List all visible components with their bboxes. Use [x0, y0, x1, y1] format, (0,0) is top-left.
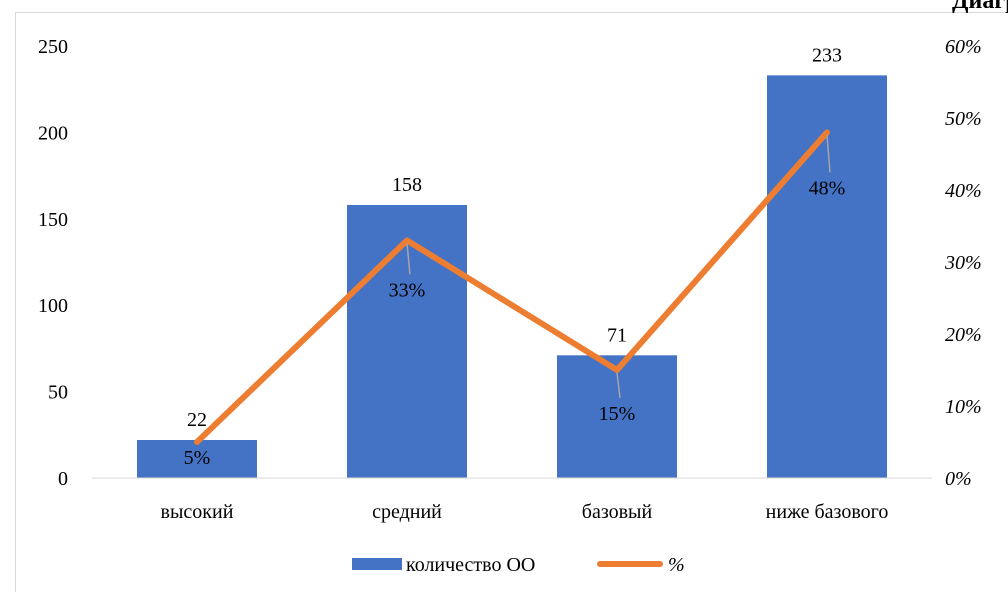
x-category-label-0: высокий	[161, 501, 234, 523]
x-category-label-3: ниже базового	[766, 501, 889, 523]
y-right-tick-0: 0%	[945, 468, 972, 490]
percent-label-1: 33%	[389, 279, 426, 301]
data-labels-group: 22 158 71 233 5% 33% 15% 48%	[184, 44, 846, 469]
y-left-tick-2: 100	[38, 295, 68, 317]
percent-label-3: 48%	[809, 177, 846, 199]
bar-value-label-2: 71	[607, 324, 627, 346]
leader-line-3	[826, 135, 831, 173]
y-left-tick-0: 0	[58, 468, 68, 490]
line-point-1	[405, 238, 409, 243]
y-left-tick-1: 50	[48, 382, 68, 404]
x-category-label-1: средний	[372, 501, 442, 523]
leader-lines-group	[406, 135, 831, 399]
y-left-tick-5: 250	[38, 36, 68, 58]
line-series-group	[194, 129, 830, 445]
y-right-tick-4: 40%	[945, 180, 982, 202]
chart-title: Диаграмма	[952, 0, 1008, 14]
percent-label-2: 15%	[599, 403, 636, 425]
x-category-label-2: базовый	[582, 501, 653, 523]
bar-value-label-3: 233	[812, 44, 842, 66]
y-right-tick-3: 30%	[944, 252, 982, 274]
y-right-tick-5: 50%	[945, 108, 982, 130]
line-point-3	[825, 130, 829, 135]
bar-0	[137, 439, 257, 478]
leader-line-1	[406, 243, 411, 275]
line-point-2	[615, 368, 619, 372]
y-right-tick-1: 10%	[945, 396, 982, 418]
y-left-tick-4: 200	[38, 122, 68, 144]
line-series-percent	[194, 129, 830, 445]
y-right-tick-2: 20%	[945, 324, 982, 346]
bar-value-label-0: 22	[187, 409, 207, 431]
percent-label-0: 5%	[184, 447, 211, 469]
legend: количество ОО%	[352, 554, 685, 576]
y-right-tick-6: 60%	[945, 36, 982, 58]
legend-label-bars: количество ОО	[406, 554, 535, 576]
y-left-tick-3: 150	[38, 209, 68, 231]
legend-label-line: %	[668, 554, 685, 576]
bar-value-label-1: 158	[392, 174, 422, 196]
line-point-0	[195, 440, 199, 444]
legend-swatch-bars	[352, 558, 402, 570]
leader-line-2	[616, 372, 621, 399]
axes-group: 0 50 100 150 200 250 0% 10% 20% 30% 40% 50% 60% высок…	[38, 36, 982, 523]
